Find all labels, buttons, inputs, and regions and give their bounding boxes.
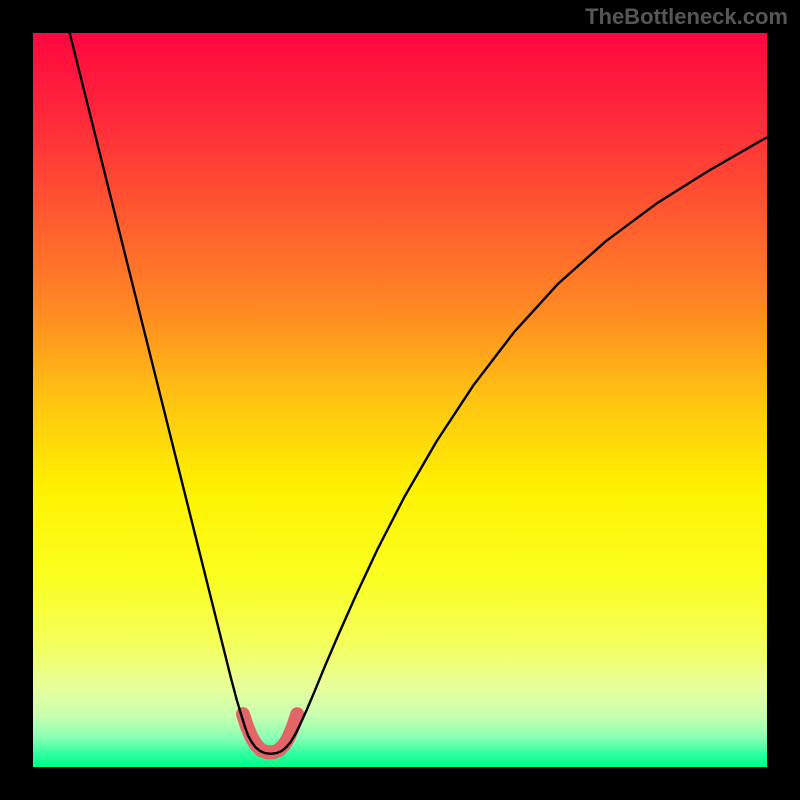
bottom-overlay (243, 714, 297, 752)
main-curve-path (70, 33, 767, 754)
bottom-u-path (243, 714, 297, 752)
watermark-text: TheBottleneck.com (585, 4, 788, 30)
curve-path-group (70, 33, 767, 754)
curve-layer (33, 33, 767, 767)
chart-plot-area (33, 33, 767, 767)
